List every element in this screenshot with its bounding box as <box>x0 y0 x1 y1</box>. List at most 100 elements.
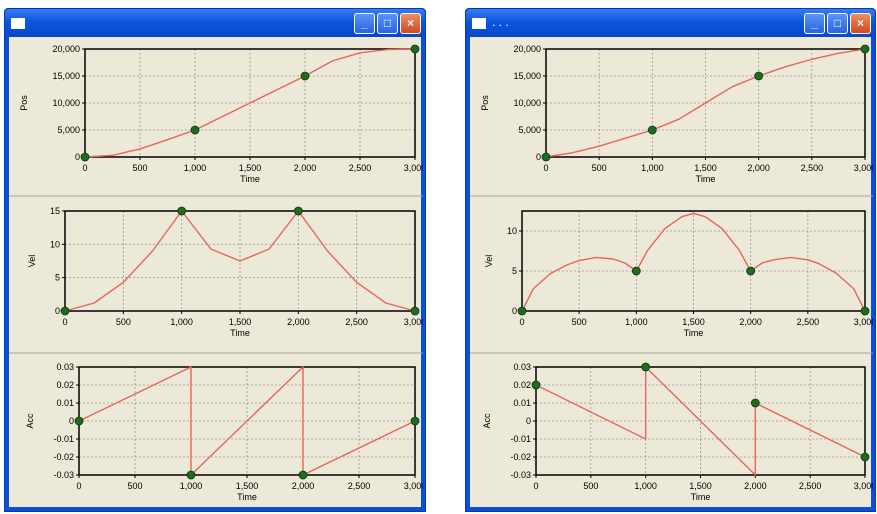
charts-right: 0 500 1,000 1,500 2,000 2,500 3,000 0 5,000 10,00… <box>470 44 876 502</box>
y-tick-label: 0 <box>512 306 517 316</box>
x-tick-label: 1,500 <box>689 481 712 491</box>
y-tick-label: 20,000 <box>52 44 80 54</box>
y-axis-label: Pos <box>480 95 490 111</box>
x-tick-label: 0 <box>533 481 538 491</box>
x-tick-label: 0 <box>76 481 81 491</box>
series-line <box>78 366 416 476</box>
data-point <box>641 362 651 372</box>
x-tick-label: 2,500 <box>345 317 368 327</box>
maximize-button[interactable]: □ <box>827 13 848 34</box>
x-axis-label: Time <box>230 328 250 338</box>
window-client-area: 05001,0001,5002,0002,5003,00005,00010,00… <box>9 37 426 507</box>
window-title: . . . <box>492 15 509 29</box>
data-point <box>60 306 70 316</box>
x-tick-label: 1,000 <box>625 317 648 327</box>
data-point <box>80 152 90 162</box>
y-tick-label: -0.01 <box>510 434 531 444</box>
data-point <box>860 44 870 54</box>
window-right: . . . _ □ × 0 500 1,000 1,500 2,000 2,500 3,00… <box>465 8 876 512</box>
x-tick-label: 0 <box>519 317 524 327</box>
plot-frame <box>521 210 866 312</box>
x-tick-label: 2,000 <box>744 481 767 491</box>
data-point <box>531 380 541 390</box>
y-tick-label: -0.02 <box>510 452 531 462</box>
data-point <box>750 398 760 408</box>
x-tick-label: 500 <box>583 481 598 491</box>
x-tick-label: 1,000 <box>184 163 207 173</box>
y-tick-label: 15 <box>50 206 60 216</box>
y-tick-label: 0 <box>75 152 80 162</box>
y-tick-label: 5 <box>55 273 60 283</box>
data-point <box>647 125 657 135</box>
data-point <box>410 44 420 54</box>
data-point <box>754 71 764 81</box>
data-point <box>293 206 303 216</box>
y-axis-label: Vel <box>484 255 494 268</box>
data-point <box>746 266 756 276</box>
data-point <box>541 152 551 162</box>
y-tick-label: 10,000 <box>52 98 80 108</box>
y-tick-label: 15,000 <box>513 71 541 81</box>
x-tick-label: 1,000 <box>170 317 193 327</box>
maximize-button[interactable]: □ <box>377 13 398 34</box>
x-tick-label: 1,000 <box>641 163 664 173</box>
x-tick-label: 500 <box>592 163 607 173</box>
series-line <box>545 48 866 158</box>
plot-frame <box>64 210 416 312</box>
y-tick-label: 0.01 <box>513 398 531 408</box>
minimize-button[interactable]: _ <box>804 13 825 34</box>
data-point <box>410 306 420 316</box>
y-tick-label: 10 <box>507 226 517 236</box>
data-point <box>860 452 870 462</box>
x-tick-label: 2,000 <box>739 317 762 327</box>
chart-pos: 0 500 1,000 1,500 2,000 2,500 3,000 0 5,000 10,00… <box>19 44 426 184</box>
y-tick-label: 10 <box>50 239 60 249</box>
y-tick-label: -0.02 <box>53 452 74 462</box>
data-point <box>74 416 84 426</box>
y-tick-label: 0.03 <box>56 362 74 372</box>
close-button[interactable]: × <box>400 13 421 34</box>
data-point <box>860 306 870 316</box>
x-axis-label: Time <box>237 492 257 502</box>
series-line <box>521 212 866 312</box>
x-tick-label: 1,500 <box>239 163 262 173</box>
y-axis-label: Acc <box>482 413 492 429</box>
y-tick-label: 15,000 <box>52 71 80 81</box>
x-tick-label: 2,000 <box>292 481 315 491</box>
y-tick-label: 10,000 <box>513 98 541 108</box>
x-tick-label: 2,500 <box>801 163 824 173</box>
y-tick-label: 0.01 <box>56 398 74 408</box>
x-tick-label: 500 <box>132 163 147 173</box>
y-tick-label: 5,000 <box>518 125 541 135</box>
x-tick-label: 0 <box>62 317 67 327</box>
x-tick-label: 500 <box>127 481 142 491</box>
x-tick-label: 3,000 <box>404 163 423 173</box>
charts-left: 05001,0001,5002,0002,5003,00005,00010,00… <box>9 44 426 502</box>
y-tick-label: 0.02 <box>56 380 74 390</box>
window-titlebar[interactable]: . . . _ □ × <box>466 9 875 37</box>
x-tick-label: 2,500 <box>797 317 820 327</box>
y-tick-label: 5,000 <box>57 125 80 135</box>
x-tick-label: 0 <box>82 163 87 173</box>
y-tick-label: 0.03 <box>513 362 531 372</box>
y-tick-label: 0.02 <box>513 380 531 390</box>
window-app-icon[interactable] <box>11 18 25 29</box>
x-tick-label: 1,000 <box>634 481 657 491</box>
y-tick-label: 20,000 <box>513 44 541 54</box>
chart-pos: 0 500 1,000 1,500 2,000 2,500 3,000 0 5,000 10,00… <box>480 44 876 184</box>
window-titlebar[interactable]: _ □ × <box>5 9 425 37</box>
data-point <box>631 266 641 276</box>
series-line <box>84 48 416 158</box>
x-tick-label: 0 <box>543 163 548 173</box>
close-button[interactable]: × <box>850 13 871 34</box>
x-tick-label: 3,000 <box>404 317 423 327</box>
x-tick-label: 1,000 <box>180 481 203 491</box>
window-left: _ □ × 05001,0001,5002,0002,5003,00005,00… <box>4 8 426 512</box>
data-point <box>190 125 200 135</box>
x-tick-label: 3,000 <box>854 317 873 327</box>
x-tick-label: 3,000 <box>404 481 423 491</box>
window-app-icon[interactable] <box>472 18 486 29</box>
minimize-button[interactable]: _ <box>354 13 375 34</box>
x-tick-label: 1,500 <box>236 481 259 491</box>
x-tick-label: 500 <box>116 317 131 327</box>
